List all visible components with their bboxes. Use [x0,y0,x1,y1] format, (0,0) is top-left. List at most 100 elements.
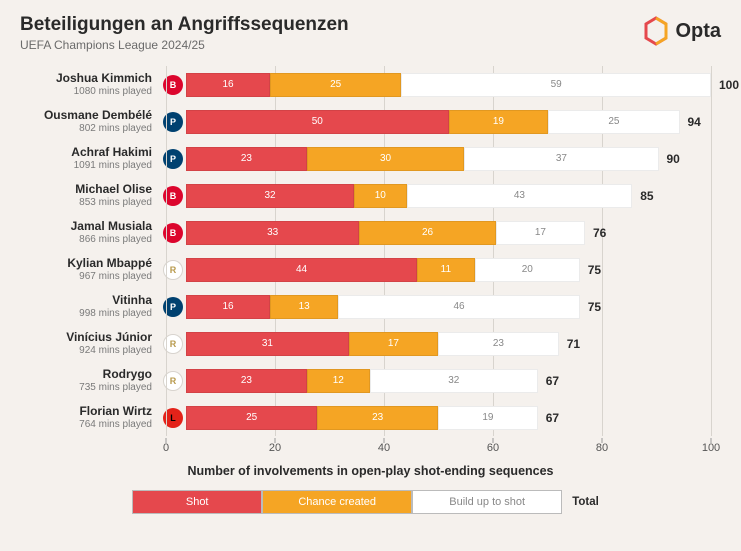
bar-segment-shot: 23 [186,369,307,393]
player-name: Achraf Hakimi [20,146,152,159]
bar-segment-shot: 16 [186,295,270,319]
bar-segment-shot: 50 [186,110,449,134]
team-badge: L [163,408,183,428]
bar-segment-chance: 11 [417,258,475,282]
bar-segment-shot: 16 [186,73,270,97]
legend-total: Total [562,496,609,508]
player-mins: 735 mins played [20,382,152,393]
legend-item-buildup: Build up to shot [412,490,562,514]
player-row: Ousmane Dembélé802 mins played P501925 94 [20,103,711,140]
player-mins: 853 mins played [20,197,152,208]
header: Beteiligungen an Angriffssequenzen UEFA … [0,0,741,58]
player-mins: 1091 mins played [20,160,152,171]
bar-segment-buildup: 19 [438,406,538,430]
bar-segment-chance: 10 [354,184,407,208]
team-badge: R [163,334,183,354]
bar-segment-shot: 25 [186,406,317,430]
bar-segment-shot: 44 [186,258,417,282]
team-badge: P [163,149,183,169]
player-row: Florian Wirtz764 mins played L252319 67 [20,399,711,436]
bar-segment-shot: 33 [186,221,359,245]
player-mins: 1080 mins played [20,86,152,97]
bar-segment-buildup: 37 [464,147,658,171]
player-name: Vitinha [20,294,152,307]
team-badge: R [163,371,183,391]
bar-segment-shot: 31 [186,332,349,356]
total-label: 67 [546,374,559,388]
legend-item-shot: Shot [132,490,262,514]
player-row: Vinícius Júnior924 mins played R311723 71 [20,325,711,362]
team-badge: P [163,297,183,317]
x-axis: 020406080100 [166,438,711,460]
chart-area: Joshua Kimmich1080 mins playedB162559100… [0,58,741,436]
bar-segment-chance: 13 [270,295,338,319]
title-block: Beteiligungen an Angriffssequenzen UEFA … [20,14,349,52]
x-tick: 0 [163,442,169,454]
bar-segment-buildup: 25 [548,110,679,134]
bar-segment-chance: 19 [449,110,549,134]
x-tick: 40 [378,442,390,454]
player-mins: 764 mins played [20,419,152,430]
bar-segment-buildup: 46 [338,295,580,319]
bar-segment-chance: 26 [359,221,496,245]
player-mins: 998 mins played [20,308,152,319]
legend: ShotChance createdBuild up to shotTotal [0,490,741,514]
player-mins: 967 mins played [20,271,152,282]
total-label: 75 [588,263,601,277]
total-label: 76 [593,226,606,240]
x-tick: 20 [269,442,281,454]
team-badge: R [163,260,183,280]
x-tick: 60 [487,442,499,454]
bar-segment-buildup: 32 [370,369,538,393]
bar-segment-chance: 30 [307,147,465,171]
player-row: Kylian Mbappé967 mins played R441120 75 [20,251,711,288]
player-row: Jamal Musiala866 mins played B332617 76 [20,214,711,251]
x-axis-label: Number of involvements in open-play shot… [0,464,741,478]
x-tick: 80 [596,442,608,454]
bar-segment-buildup: 43 [407,184,633,208]
opta-logo-icon [643,16,669,46]
team-badge: B [163,75,183,95]
bar-segment-buildup: 23 [438,332,559,356]
bar-segment-buildup: 17 [496,221,585,245]
player-mins: 866 mins played [20,234,152,245]
bar-segment-shot: 23 [186,147,307,171]
player-row: Michael Olise853 mins played B321043 85 [20,177,711,214]
player-name: Kylian Mbappé [20,257,152,270]
total-label: 100 [719,78,739,92]
total-label: 94 [688,115,701,129]
player-name: Ousmane Dembélé [20,109,152,122]
player-name: Michael Olise [20,183,152,196]
player-row: Rodrygo735 mins playedR23123267 [20,362,711,399]
bar-segment-shot: 32 [186,184,354,208]
player-row: Achraf Hakimi1091 mins played P233037 90 [20,140,711,177]
x-tick: 100 [702,442,720,454]
bar-segment-chance: 25 [270,73,401,97]
chart-subtitle: UEFA Champions League 2024/25 [20,38,349,52]
team-badge: B [163,223,183,243]
total-label: 67 [546,411,559,425]
player-row: Joshua Kimmich1080 mins playedB162559100 [20,66,711,103]
player-name: Vinícius Júnior [20,331,152,344]
player-mins: 802 mins played [20,123,152,134]
total-label: 71 [567,337,580,351]
brand-logo: Opta [643,14,721,46]
team-badge: B [163,186,183,206]
bar-segment-chance: 17 [349,332,438,356]
player-mins: 924 mins played [20,345,152,356]
bar-segment-buildup: 59 [401,73,711,97]
total-label: 85 [640,189,653,203]
chart-title: Beteiligungen an Angriffssequenzen [20,14,349,36]
legend-item-chance: Chance created [262,490,412,514]
bar-segment-chance: 12 [307,369,370,393]
total-label: 90 [667,152,680,166]
brand-name: Opta [675,20,721,43]
bar-segment-chance: 23 [317,406,438,430]
team-badge: P [163,112,183,132]
player-name: Joshua Kimmich [20,72,152,85]
player-name: Jamal Musiala [20,220,152,233]
player-name: Florian Wirtz [20,405,152,418]
player-row: Vitinha998 mins played P161346 75 [20,288,711,325]
total-label: 75 [588,300,601,314]
bar-segment-buildup: 20 [475,258,580,282]
